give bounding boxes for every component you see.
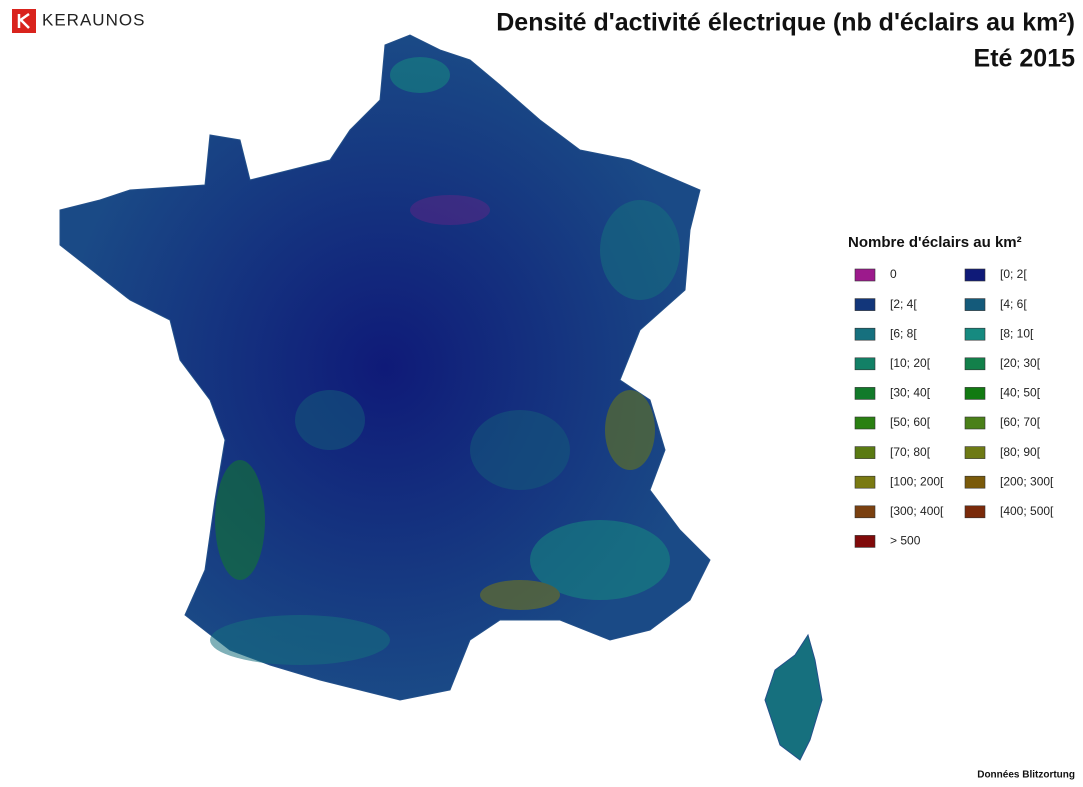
- legend-swatch: [854, 387, 876, 400]
- legend-title: Nombre d'éclairs au km²: [848, 234, 1022, 251]
- legend-label: [6; 8[: [890, 326, 917, 340]
- legend-swatch: [854, 268, 876, 282]
- legend-label: [40; 50[: [1000, 386, 1041, 400]
- legend-label: [200; 300[: [1000, 474, 1054, 488]
- legend-swatch: [854, 416, 876, 430]
- legend-label: [400; 500[: [1000, 504, 1054, 518]
- legend-swatch: [964, 357, 986, 371]
- density-texture: [210, 57, 680, 665]
- logo-icon: [12, 9, 36, 33]
- legend-swatch: [854, 327, 876, 341]
- legend: 0 [0; 2[ [2; 4[ [4; 6[ [6; 8[ [8; 10[ [10; 20[…: [854, 267, 1054, 548]
- legend-label: > 500: [890, 534, 921, 548]
- title-line: Eté 2015: [974, 45, 1076, 73]
- legend-swatch: [964, 416, 986, 430]
- legend-swatch: [964, 475, 986, 489]
- legend-swatch: [964, 505, 986, 519]
- legend-label: [50; 60[: [890, 415, 931, 429]
- legend-label: [80; 90[: [1000, 445, 1041, 459]
- legend-swatch: [854, 298, 876, 311]
- legend-label: [60; 70[: [1000, 415, 1041, 429]
- credit: Données Blitzortung: [977, 770, 1075, 781]
- legend-label: [300; 400[: [890, 504, 944, 518]
- title-line: Densité d'activité électrique (nb d'écla…: [496, 9, 1075, 37]
- corsica: [764, 633, 823, 761]
- legend-swatch: [964, 387, 986, 400]
- logo-text: KERAUNOS: [42, 10, 145, 29]
- legend-label: [20; 30[: [1000, 356, 1041, 370]
- legend-label: [8; 10[: [1000, 326, 1034, 340]
- legend-swatch: [964, 446, 986, 459]
- legend-label: [4; 6[: [1000, 297, 1027, 311]
- legend-swatch: [854, 357, 876, 371]
- legend-swatch: [964, 298, 986, 311]
- legend-swatch: [964, 327, 986, 341]
- legend-swatch: [854, 535, 876, 548]
- legend-label: 0: [890, 267, 897, 281]
- legend-label: [100; 200[: [890, 474, 944, 488]
- legend-label: [10; 20[: [890, 356, 931, 370]
- legend-swatch: [854, 446, 876, 459]
- legend-swatch: [854, 475, 876, 489]
- legend-label: [30; 40[: [890, 386, 931, 400]
- legend-label: [2; 4[: [890, 297, 917, 311]
- logo-mark: [17, 12, 30, 29]
- legend-label: [0; 2[: [1000, 267, 1027, 281]
- legend-label: [70; 80[: [890, 445, 931, 459]
- legend-swatch: [964, 268, 986, 282]
- legend-swatch: [854, 505, 876, 519]
